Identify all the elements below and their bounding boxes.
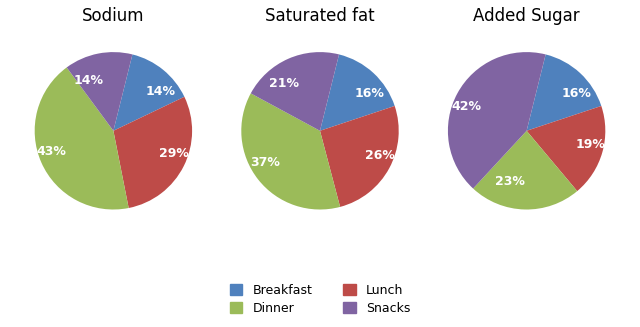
Text: 37%: 37% <box>250 156 280 169</box>
Title: Sodium: Sodium <box>82 7 145 25</box>
Text: 16%: 16% <box>561 87 591 100</box>
Text: 21%: 21% <box>269 77 300 91</box>
Wedge shape <box>527 54 602 131</box>
Wedge shape <box>35 67 129 210</box>
Wedge shape <box>527 106 605 191</box>
Wedge shape <box>251 52 339 131</box>
Wedge shape <box>320 54 395 131</box>
Text: 23%: 23% <box>495 176 525 188</box>
Text: 16%: 16% <box>355 87 385 100</box>
Wedge shape <box>113 97 192 208</box>
Wedge shape <box>320 106 399 207</box>
Text: 19%: 19% <box>576 138 605 151</box>
Text: 42%: 42% <box>452 100 482 113</box>
Legend: Breakfast, Dinner, Lunch, Snacks: Breakfast, Dinner, Lunch, Snacks <box>223 277 417 321</box>
Wedge shape <box>448 52 546 189</box>
Title: Added Sugar: Added Sugar <box>474 7 580 25</box>
Wedge shape <box>473 131 577 210</box>
Text: 29%: 29% <box>159 147 189 160</box>
Wedge shape <box>241 94 340 210</box>
Wedge shape <box>67 52 132 131</box>
Text: 14%: 14% <box>74 74 104 87</box>
Title: Saturated fat: Saturated fat <box>265 7 375 25</box>
Text: 14%: 14% <box>146 85 176 98</box>
Text: 26%: 26% <box>365 149 395 162</box>
Wedge shape <box>113 54 184 131</box>
Text: 43%: 43% <box>36 145 67 158</box>
